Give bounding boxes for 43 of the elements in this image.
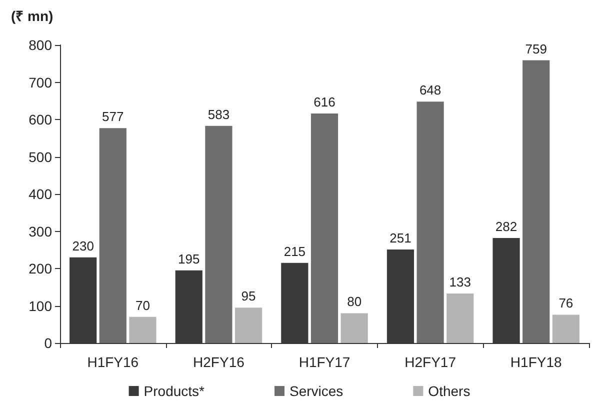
data-label: 759	[525, 41, 547, 56]
bar	[522, 60, 550, 343]
data-label: 95	[241, 288, 256, 304]
bar	[552, 314, 580, 343]
bar	[205, 126, 232, 343]
data-label: 577	[102, 109, 124, 124]
data-label: 251	[390, 230, 412, 246]
data-label: 76	[558, 296, 574, 311]
bar	[234, 308, 262, 343]
data-label: 230	[72, 238, 94, 254]
data-label: 70	[135, 298, 150, 313]
y-tick-label: 100	[28, 298, 52, 314]
y-tick-label: 500	[28, 148, 52, 165]
x-tick-label: H2FY16	[193, 354, 245, 370]
data-label: 195	[178, 251, 200, 266]
legend-label: Products*	[144, 383, 206, 399]
data-label: 583	[208, 106, 230, 122]
data-label: 648	[419, 82, 442, 98]
bar	[129, 316, 156, 343]
legend-label: Others	[428, 383, 470, 399]
x-tick-label: H2FY17	[404, 354, 456, 370]
bar	[416, 102, 444, 343]
bar	[446, 293, 474, 343]
data-label: 80	[347, 294, 362, 310]
y-tick-label: 400	[28, 186, 52, 202]
y-tick-label: 700	[28, 74, 52, 90]
y-tick-label: 0	[44, 335, 52, 351]
data-label: 215	[284, 244, 306, 259]
y-axis-title: (₹ mn)	[11, 8, 54, 24]
data-label: 616	[314, 94, 336, 110]
y-tick-label: 300	[28, 223, 52, 240]
x-tick-label: H1FY16	[87, 354, 139, 370]
y-tick-label: 600	[28, 112, 52, 128]
data-label: 282	[495, 218, 518, 234]
y-tick-label: 800	[28, 37, 52, 53]
bar	[99, 128, 126, 343]
legend-label: Services	[290, 383, 344, 399]
bar	[340, 313, 368, 343]
x-tick-label: H1FY18	[510, 354, 562, 370]
x-tick-label: H1FY17	[298, 354, 350, 370]
data-label: 133	[449, 274, 471, 290]
y-tick-label: 200	[28, 260, 52, 276]
bar	[310, 114, 338, 343]
